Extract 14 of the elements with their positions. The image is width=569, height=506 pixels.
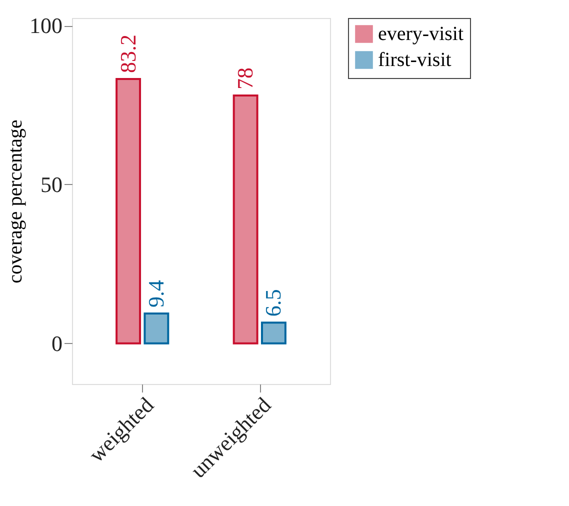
bar (116, 78, 142, 344)
y-tick-label: 0 (52, 330, 62, 356)
y-tick-label: 50 (40, 172, 62, 197)
y-tick-label: 100 (30, 13, 62, 38)
bar (144, 312, 170, 344)
data-label: 6.5 (260, 289, 286, 317)
data-label: 9.4 (143, 280, 168, 308)
bar (260, 322, 286, 344)
data-label: 83.2 (115, 34, 140, 73)
data-label: 78 (232, 68, 258, 90)
legend-label: first-visit (378, 49, 452, 71)
legend-label: every-visit (378, 23, 464, 45)
bar (232, 94, 258, 344)
y-axis-title: coverage percentage (4, 120, 26, 284)
